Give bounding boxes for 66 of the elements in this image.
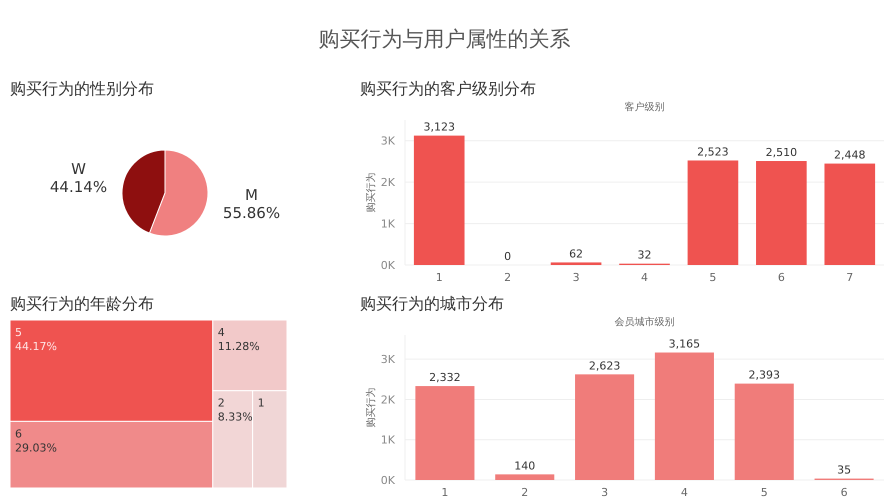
y-axis-title: 购买行为: [365, 172, 377, 212]
x-tick-label: 6: [840, 486, 848, 499]
y-tick-label: 0K: [380, 474, 396, 487]
category-label: 1: [258, 396, 265, 410]
x-tick-label: 5: [760, 486, 768, 499]
x-tick-label: 2: [521, 486, 528, 499]
x-tick-label: 2: [504, 271, 512, 284]
data-label: 44.17%: [15, 340, 57, 353]
data-label: 140: [514, 459, 536, 472]
x-tick-label: 7: [846, 271, 854, 284]
bar: [550, 262, 602, 265]
text: 购买行为的年龄分布: [10, 294, 154, 313]
y-tick-label: 2K: [380, 393, 396, 406]
x-tick-label: 3: [601, 486, 608, 499]
bar: [734, 384, 794, 480]
x-axis-title: 会员城市级别: [614, 316, 674, 328]
y-tick-label: 1K: [380, 434, 396, 447]
data-label: 2,510: [766, 146, 798, 160]
bar: [575, 374, 634, 480]
text: 购买行为与用户属性的关系: [318, 27, 570, 51]
data-label: 29.03%: [15, 441, 57, 454]
x-axis-title: 客户级别: [624, 101, 664, 113]
x-tick-label: 1: [441, 486, 448, 499]
data-label: 2,523: [697, 145, 729, 158]
data-label: 35: [837, 464, 852, 477]
data-label: 2,623: [588, 359, 620, 372]
chart-title: 购买行为的城市分布: [360, 294, 504, 313]
x-tick-label: 5: [709, 271, 716, 284]
bar: [654, 352, 714, 480]
x-tick-label: 3: [572, 271, 580, 284]
y-axis-title: 购买行为: [365, 388, 377, 428]
slice-label: M: [245, 186, 258, 204]
category-label: 4: [218, 326, 225, 339]
x-tick-label: 4: [680, 486, 688, 499]
x-tick-label: 1: [436, 271, 443, 284]
data-label: 2,332: [429, 371, 461, 384]
data-label: 55.86%: [222, 204, 280, 222]
x-tick-label: 6: [778, 271, 785, 284]
data-label: 2,393: [748, 368, 780, 382]
chart-title: 购买行为的客户级别分布: [360, 79, 536, 98]
chart-title: 购买行为的性别分布: [10, 79, 154, 98]
bar: [495, 474, 554, 480]
y-tick-label: 2K: [380, 176, 396, 190]
y-tick-label: 1K: [380, 218, 396, 231]
data-label: 62: [569, 247, 584, 260]
x-tick-label: 4: [641, 271, 648, 284]
data-label: 0: [504, 250, 512, 263]
bar: [415, 386, 474, 480]
bar: [756, 161, 807, 265]
bar: [414, 136, 465, 265]
y-tick-label: 3K: [380, 134, 396, 148]
data-label: 3,165: [668, 338, 700, 351]
data-label: 3,123: [423, 120, 455, 134]
data-label: 32: [638, 248, 652, 262]
data-label: 11.28%: [218, 340, 260, 353]
slice-label: W: [71, 160, 86, 178]
category-label: 2: [218, 396, 225, 410]
y-tick-label: 3K: [380, 353, 396, 366]
category-label: 6: [15, 427, 22, 440]
category-label: 5: [15, 326, 22, 339]
bar: [688, 160, 738, 265]
data-label: 2,448: [834, 148, 866, 162]
data-label: 44.14%: [50, 178, 108, 196]
bar: [824, 164, 876, 265]
y-tick-label: 0K: [380, 259, 396, 272]
data-label: 8.33%: [218, 410, 253, 424]
